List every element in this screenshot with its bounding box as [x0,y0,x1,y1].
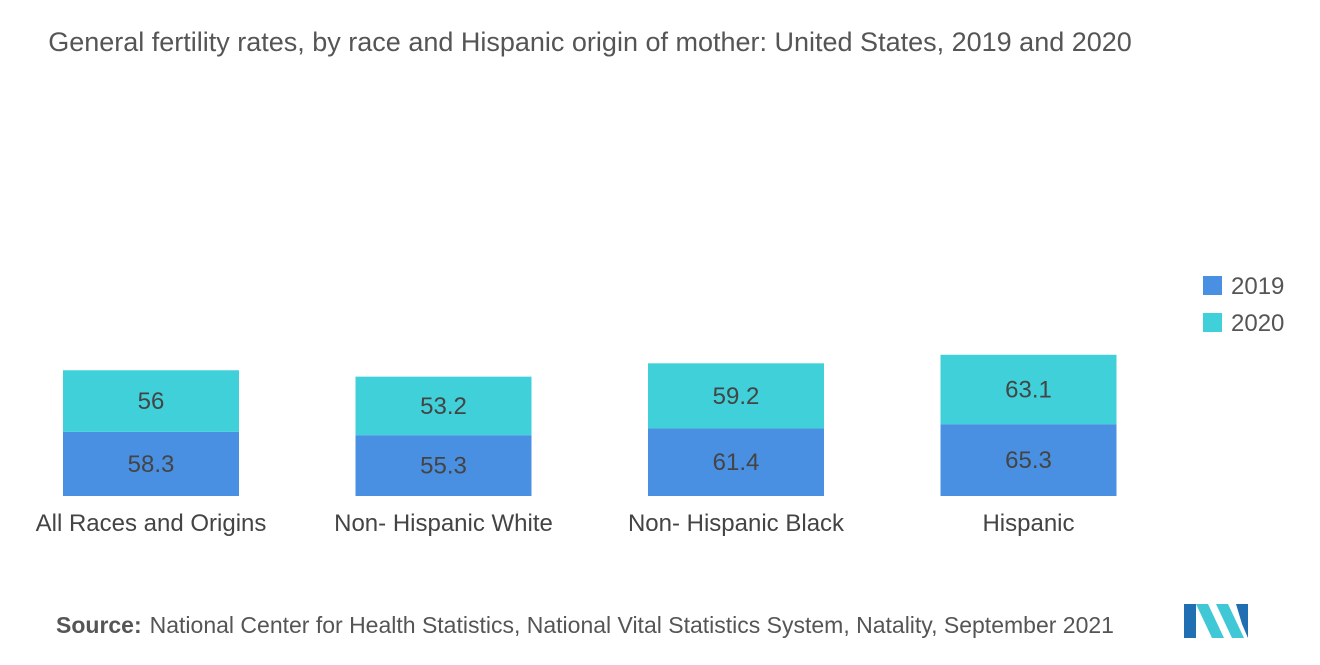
bar-all-races-and-origins-2019 [63,431,239,496]
value-label-non-hispanic-white-2019: 55.3 [420,453,467,480]
source-label: Source: [56,612,142,638]
bar-non-hispanic-white-2020 [355,376,532,436]
bar-all-races-and-origins-2020 [63,370,239,432]
bar-hispanic-2019 [940,424,1117,496]
logo-mark-icon [1184,604,1248,638]
legend: 2019 2020 [1203,273,1284,337]
stacked-bar-chart: 58.3 56 55.3 53.2 61.4 59.2 65.3 63.1 All Races… [36,273,1285,537]
bar-non-hispanic-white-2019 [355,435,532,496]
bar-non-hispanic-black-2019 [648,428,824,496]
category-label-all-races-and-origins: All Races and Origins [36,510,267,537]
legend-label-2019: 2019 [1231,273,1284,300]
source-note: Source: National Center for Health Statis… [56,612,1114,639]
chart-title: General fertility rates, by race and His… [48,27,1132,57]
source-text: National Center for Health Statistics, N… [149,612,1114,638]
legend-label-2020: 2020 [1231,310,1284,337]
category-label-non-hispanic-white: Non- Hispanic White [334,510,553,537]
category-label-non-hispanic-black: Non- Hispanic Black [628,510,845,537]
value-label-all-races-and-origins-2019: 58.3 [128,451,175,478]
legend-swatch-2020 [1203,313,1222,332]
bar-non-hispanic-black-2020 [648,363,824,429]
value-label-hispanic-2019: 65.3 [1005,447,1052,474]
value-label-all-races-and-origins-2020: 56 [138,388,165,415]
category-labels-group: All Races and Origins Non- Hispanic White… [36,510,1075,537]
category-label-hispanic: Hispanic [982,510,1074,537]
bars-group [63,354,1117,496]
value-labels-group: 58.3 56 55.3 53.2 61.4 59.2 65.3 63.1 [128,376,1052,479]
mordor-intelligence-logo-icon [1180,600,1252,640]
value-label-non-hispanic-black-2020: 59.2 [713,383,760,410]
value-label-non-hispanic-white-2020: 53.2 [420,393,467,420]
value-label-hispanic-2020: 63.1 [1005,376,1052,403]
legend-swatch-2019 [1203,276,1222,295]
value-label-non-hispanic-black-2019: 61.4 [713,449,760,476]
bar-hispanic-2020 [940,354,1117,425]
